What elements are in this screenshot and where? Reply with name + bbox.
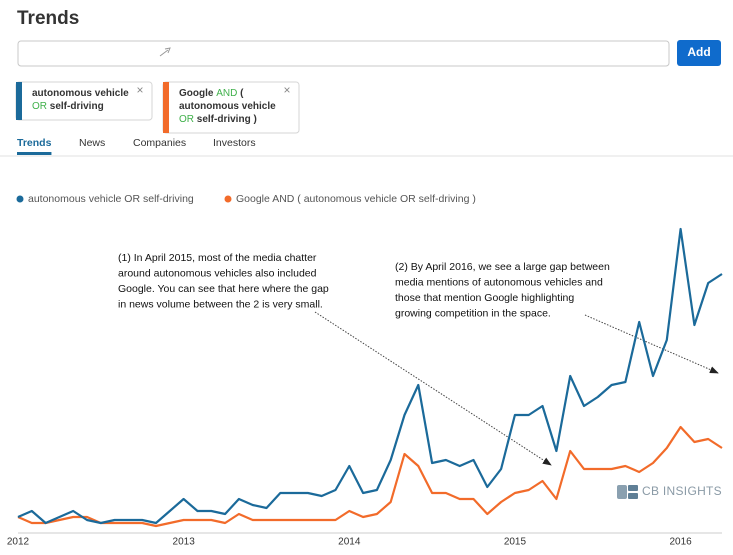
chip-term: Google	[179, 88, 214, 99]
legend-label: autonomous vehicle OR self-driving	[28, 193, 194, 205]
chip-line: Google AND (	[179, 88, 244, 99]
annotation-arrow	[314, 311, 552, 466]
chip-line: autonomous vehicle	[179, 101, 276, 112]
chip-line: autonomous vehicle	[32, 88, 129, 99]
tab[interactable]: News	[79, 137, 105, 149]
cursor-icon	[159, 47, 171, 57]
search-input[interactable]	[17, 40, 670, 67]
watermark-icon	[617, 485, 638, 499]
chip-term: self-driving	[50, 101, 104, 112]
chip-close[interactable]: ×	[136, 83, 143, 97]
chip-term: OR	[32, 101, 47, 112]
annotation: growing competition in the space.	[395, 307, 551, 319]
series-line	[17, 227, 723, 525]
chip-term: OR	[179, 114, 194, 125]
chip-term: autonomous vehicle	[179, 101, 276, 112]
add-button[interactable]	[677, 40, 721, 66]
annotation: Google. You can see that here where the …	[118, 283, 329, 295]
chip-term: self-driving )	[197, 114, 257, 125]
legend-marker	[224, 195, 232, 203]
tab[interactable]: Trends	[17, 137, 52, 149]
series-line	[17, 425, 723, 528]
x-tick-label: 2012	[7, 537, 30, 548]
annotation: around autonomous vehicles also included	[118, 267, 317, 279]
annotation-arrow	[584, 314, 719, 374]
chip-line: OR self-driving )	[179, 114, 257, 125]
watermark: CB INSIGHTS	[642, 484, 722, 498]
legend-marker	[16, 195, 24, 203]
chip-term: autonomous vehicle	[32, 88, 129, 99]
annotation: in news volume between the 2 is very sma…	[118, 298, 323, 310]
x-tick-label: 2014	[338, 537, 361, 548]
legend-label: Google AND ( autonomous vehicle OR self-…	[236, 193, 476, 205]
chip-term: AND	[216, 88, 237, 99]
page-title: Trends	[17, 8, 79, 29]
annotation: those that mention Google highlighting	[395, 292, 574, 304]
chip-color-bar	[163, 82, 169, 133]
chip-close[interactable]: ×	[283, 83, 290, 97]
tab[interactable]: Investors	[213, 137, 256, 149]
x-tick-label: 2013	[173, 537, 196, 548]
x-tick-label: 2015	[504, 537, 527, 548]
chip-color-bar	[16, 82, 22, 120]
annotation: (1) In April 2015, most of the media cha…	[118, 252, 317, 264]
annotation: media mentions of autonomous vehicles an…	[395, 276, 603, 288]
chip-term: (	[240, 88, 244, 99]
tab-underline	[17, 152, 52, 155]
add-button-label: Add	[687, 45, 710, 59]
tab[interactable]: Companies	[133, 137, 186, 149]
annotation: (2) By April 2016, we see a large gap be…	[395, 261, 610, 273]
chip-line: OR self-driving	[32, 101, 104, 112]
x-tick-label: 2016	[669, 537, 692, 548]
